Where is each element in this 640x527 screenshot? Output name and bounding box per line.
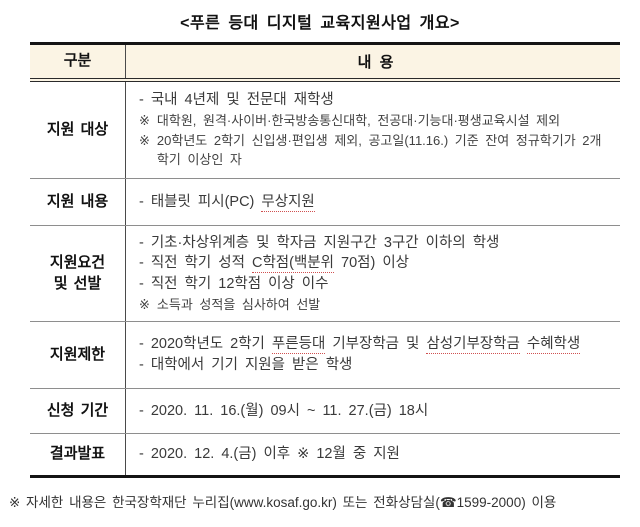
content-line: - 기초·차상위계층 및 학자금 지원구간 3구간 이하의 학생 [139, 234, 500, 251]
row-label: 결과발표 [30, 434, 126, 475]
table-row: 지원요건 및 선발 - 기초·차상위계층 및 학자금 지원구간 3구간 이하의 학생 -… [30, 225, 620, 321]
row-content: - 국내 4년제 및 전문대 재학생 ※ 대학원, 원격·사이버·한국방송통신대학, … [126, 82, 620, 178]
content-line: ※ 20학년도 2학기 신입생·편입생 제외, 공고일(11.16.) 기준 잔여… [139, 132, 602, 168]
row-label: 지원 내용 [30, 179, 126, 225]
row-label: 지원 대상 [30, 82, 126, 178]
header-content-cell: 내 용 [357, 54, 394, 71]
row-content: -2020. 11. 16.(월) 09시 ~ 11. 27.(금) 18시 [126, 389, 620, 433]
content-line: - 직전 학기 성적 C학점(백분위 70점) 이상 [139, 255, 410, 274]
content-line: - 직전 학기 12학점 이상 이수 [139, 276, 329, 293]
header-category-cell: 구분 [30, 45, 126, 78]
table-row: 지원 내용 - 태블릿 피시(PC) 무상지원 [30, 178, 620, 225]
row-label: 지원제한 [30, 322, 126, 388]
content-line: -2020. 12. 4.(금) 이후 ※ 12월 중 지원 [139, 446, 400, 463]
row-content: - 기초·차상위계층 및 학자금 지원구간 3구간 이하의 학생 - 직전 학기 성적… [126, 226, 620, 321]
content-line: ※ 대학원, 원격·사이버·한국방송통신대학, 전공대·기능대·평생교육시설 제외 [139, 113, 561, 129]
table-row: 지원 대상 - 국내 4년제 및 전문대 재학생 ※ 대학원, 원격·사이버·한국방송통… [30, 82, 620, 178]
content-line: -2020학년도 2학기 푸른등대 기부장학금 및 삼성기부장학금 수혜학생 [139, 336, 581, 355]
row-content: -2020. 12. 4.(금) 이후 ※ 12월 중 지원 [126, 434, 620, 475]
table-row: 신청 기간 -2020. 11. 16.(월) 09시 ~ 11. 27.(금) … [30, 388, 620, 433]
row-content: -2020학년도 2학기 푸른등대 기부장학금 및 삼성기부장학금 수혜학생 - 대… [126, 322, 620, 388]
content-line: - 국내 4년제 및 전문대 재학생 [139, 92, 334, 109]
content-line: ※ 소득과 성적을 심사하여 선발 [139, 296, 321, 312]
table-body: 지원 대상 - 국내 4년제 및 전문대 재학생 ※ 대학원, 원격·사이버·한국방송통… [30, 82, 620, 475]
table-row: 지원제한 -2020학년도 2학기 푸른등대 기부장학금 및 삼성기부장학금 수혜… [30, 321, 620, 388]
table-header-row: 구분 내 용 [30, 45, 620, 82]
row-label: 지원요건 및 선발 [30, 226, 126, 321]
table-row: 결과발표 -2020. 12. 4.(금) 이후 ※ 12월 중 지원 [30, 433, 620, 475]
content-line: - 대학에서 기기 지원을 받은 학생 [139, 357, 353, 373]
content-line: -2020. 11. 16.(월) 09시 ~ 11. 27.(금) 18시 [139, 402, 429, 419]
row-label: 신청 기간 [30, 389, 126, 433]
overview-table: 구분 내 용 지원 대상 - 국내 4년제 및 전문대 재학생 ※ 대학원, 원격·사이… [30, 42, 620, 478]
footnote: ※ 자세한 내용은 한국장학재단 누리집(www.kosaf.go.kr) 또는… [9, 495, 557, 510]
content-line: - 태블릿 피시(PC) 무상지원 [139, 193, 315, 212]
page-title: <푸른 등대 디지털 교육지원사업 개요> [180, 15, 460, 32]
row-content: - 태블릿 피시(PC) 무상지원 [126, 179, 620, 225]
